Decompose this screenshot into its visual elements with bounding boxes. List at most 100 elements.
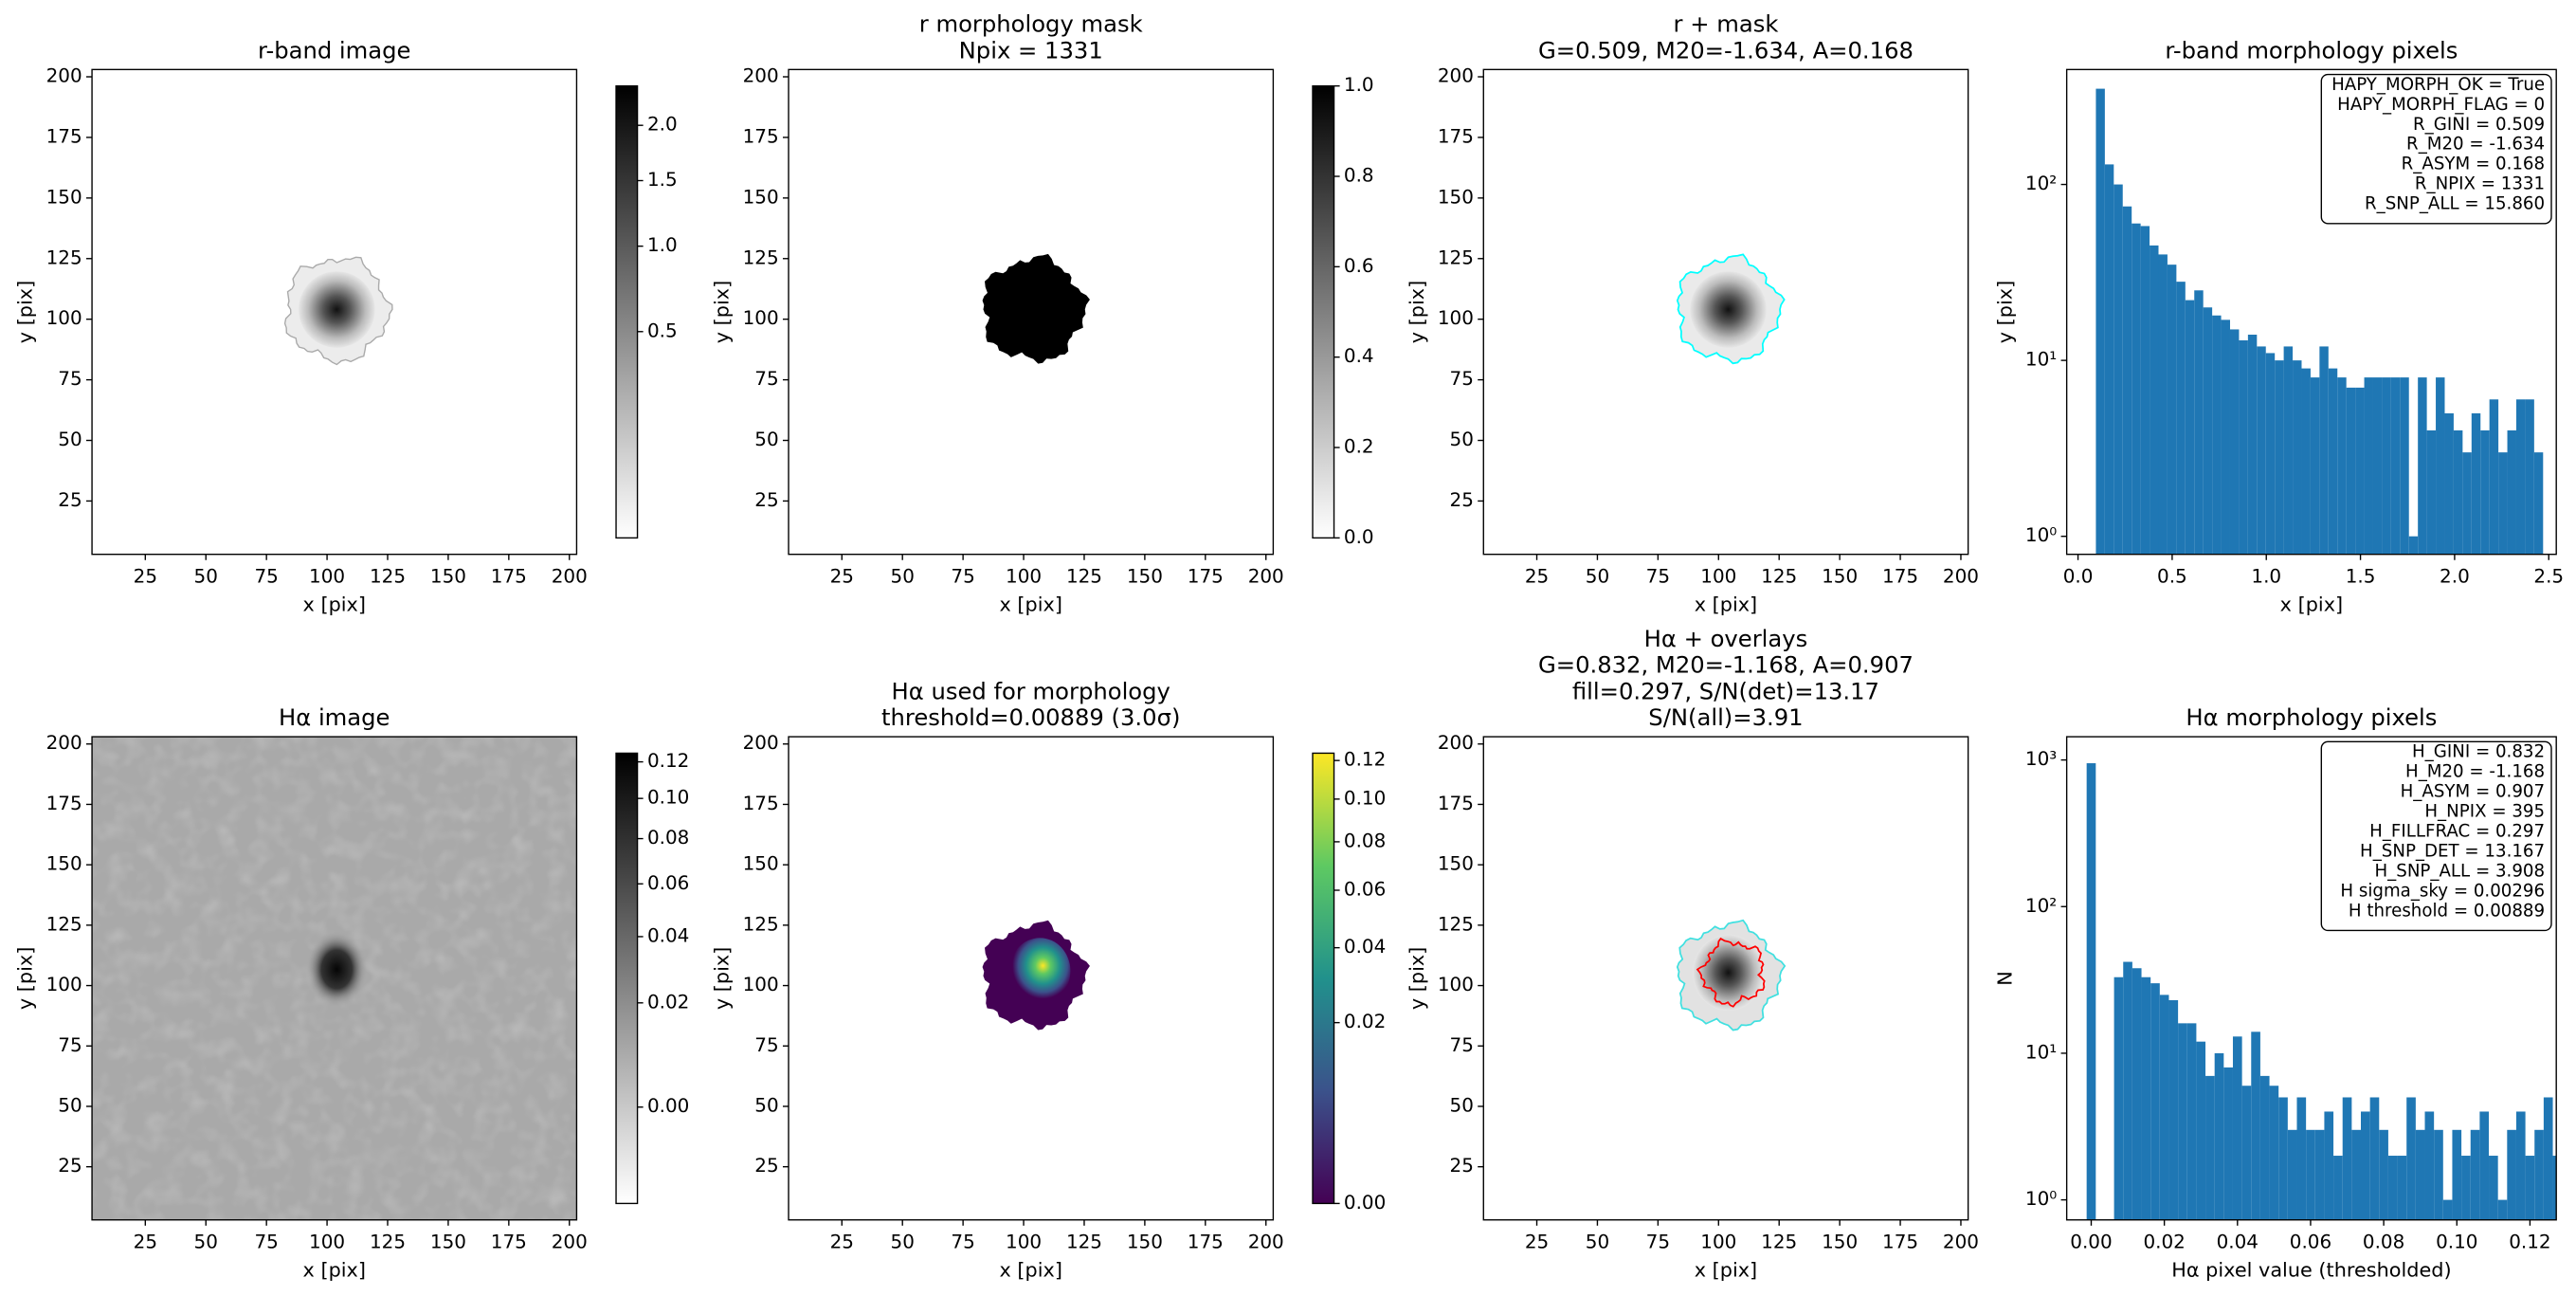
colorbar-tick-label: 0.8 — [1344, 165, 1374, 187]
panel-title: Hα image — [279, 703, 390, 731]
y-axis-label: y [pix] — [1406, 947, 1428, 1010]
bar — [2507, 1129, 2516, 1220]
bar — [2269, 1086, 2279, 1220]
bar — [2426, 429, 2437, 555]
x-tick-label: 25 — [830, 1231, 854, 1252]
x-tick-label: 175 — [491, 1231, 527, 1252]
panel-title: r-band morphology pixels — [2165, 36, 2458, 64]
annotation-line: H_SNP_DET = 13.167 — [2360, 841, 2545, 861]
x-tick-label: 150 — [1822, 1231, 1858, 1252]
bar — [2257, 346, 2266, 555]
contour — [1696, 937, 1766, 1008]
bar — [2168, 999, 2179, 1220]
galaxy — [306, 931, 368, 1008]
x-tick-label: 175 — [1188, 565, 1224, 587]
x-tick-label: 75 — [1646, 1231, 1670, 1252]
annotation-line: H_ASYM = 0.907 — [2401, 782, 2545, 802]
x-tick-label: 2.0 — [2440, 565, 2470, 587]
bar — [2275, 360, 2284, 555]
y-tick-label: 75 — [58, 1034, 82, 1056]
bar — [2387, 1156, 2398, 1220]
y-tick-label: 100 — [743, 307, 779, 329]
bar — [2346, 387, 2356, 555]
bar — [2140, 226, 2150, 555]
bar — [2470, 1129, 2480, 1220]
axes-frame — [91, 68, 578, 556]
y-tick-label: 50 — [58, 1094, 82, 1116]
y-tick-label: 125 — [743, 913, 779, 935]
bar — [2095, 88, 2105, 555]
bar — [2324, 1111, 2334, 1220]
x-tick-label: 150 — [1127, 565, 1163, 587]
x-tick-label: 50 — [1586, 565, 1609, 587]
annotation-line: H threshold = 0.00889 — [2349, 901, 2545, 921]
bar — [2436, 377, 2445, 555]
colorbar-tick-label: 0.0 — [1344, 526, 1374, 548]
panel-title: r morphology mask — [919, 10, 1143, 38]
y-tick-label: 175 — [743, 793, 779, 814]
y-tick-label: 25 — [1450, 489, 1474, 511]
annotation-line: R_GINI = 0.509 — [2413, 115, 2545, 135]
panel-title: Hα used for morphology — [892, 677, 1170, 704]
y-tick-label: 200 — [743, 732, 779, 754]
bar — [2489, 399, 2499, 555]
colorbar-tick-label: 0.00 — [1344, 1192, 1386, 1214]
x-tick-label: 150 — [430, 565, 466, 587]
y-axis-label: y [pix] — [1994, 281, 2017, 343]
x-tick-label: 25 — [134, 565, 157, 587]
y-axis-label: y [pix] — [1406, 281, 1428, 343]
bar — [2515, 1111, 2526, 1220]
y-tick-label: 25 — [754, 1155, 778, 1177]
x-tick-label: 200 — [1248, 1231, 1284, 1252]
colorbar-tick-label: 0.08 — [647, 827, 689, 849]
axes-frame — [788, 68, 1275, 556]
plot-area — [1676, 253, 1786, 365]
bar — [2259, 1075, 2270, 1220]
bar — [2552, 1156, 2557, 1220]
bar — [2158, 254, 2168, 555]
colorbar-tick-label: 0.12 — [1344, 749, 1386, 771]
x-tick-label: 75 — [1646, 565, 1670, 587]
x-tick-label: 0.00 — [2070, 1231, 2112, 1252]
annotation-line: R_SNP_ALL = 15.860 — [2365, 194, 2545, 214]
x-tick-label: 25 — [1525, 1231, 1549, 1252]
x-axis-label: x [pix] — [2280, 593, 2343, 615]
bar — [2497, 1199, 2508, 1220]
colorbar-tick-label: 0.5 — [647, 319, 678, 341]
x-tick-label: 125 — [1066, 565, 1102, 587]
bar — [2241, 1086, 2252, 1220]
bar — [2185, 300, 2195, 555]
x-tick-label: 25 — [830, 565, 854, 587]
panel-title: r + mask — [1674, 10, 1779, 38]
y-tick-label: 150 — [46, 186, 82, 208]
plot-area — [2086, 763, 2557, 1220]
colorbar-tick-label: 0.02 — [1344, 1011, 1386, 1032]
bar — [2132, 968, 2142, 1220]
y-tick-label: 25 — [58, 489, 82, 511]
bar — [2176, 282, 2186, 555]
x-tick-label: 175 — [491, 565, 527, 587]
y-axis-label: y [pix] — [711, 281, 734, 343]
x-tick-label: 50 — [891, 565, 915, 587]
bar — [2113, 184, 2123, 555]
x-tick-label: 100 — [1006, 565, 1042, 587]
bar — [2113, 977, 2124, 1220]
x-tick-label: 50 — [891, 1231, 915, 1252]
y-tick-label: 50 — [1450, 429, 1474, 450]
x-tick-label: 125 — [370, 565, 406, 587]
axes-frame — [788, 736, 1275, 1221]
bar — [2141, 977, 2151, 1220]
x-axis-label: x [pix] — [1000, 1258, 1062, 1281]
panel-title: r-band image — [258, 36, 410, 64]
panel-title: Hα + overlays — [1644, 625, 1808, 652]
y-tick-label: 150 — [743, 186, 779, 208]
bar — [2471, 412, 2481, 555]
x-tick-label: 175 — [1188, 1231, 1224, 1252]
x-axis-label: Hα pixel value (thresholded) — [2171, 1258, 2451, 1281]
x-tick-label: 75 — [254, 1231, 278, 1252]
annotation-line: HAPY_MORPH_FLAG = 0 — [2337, 95, 2545, 115]
bar — [2462, 452, 2472, 555]
panel-title: Npix = 1331 — [959, 36, 1103, 64]
bar — [2287, 1129, 2297, 1220]
bar — [2369, 1097, 2380, 1220]
